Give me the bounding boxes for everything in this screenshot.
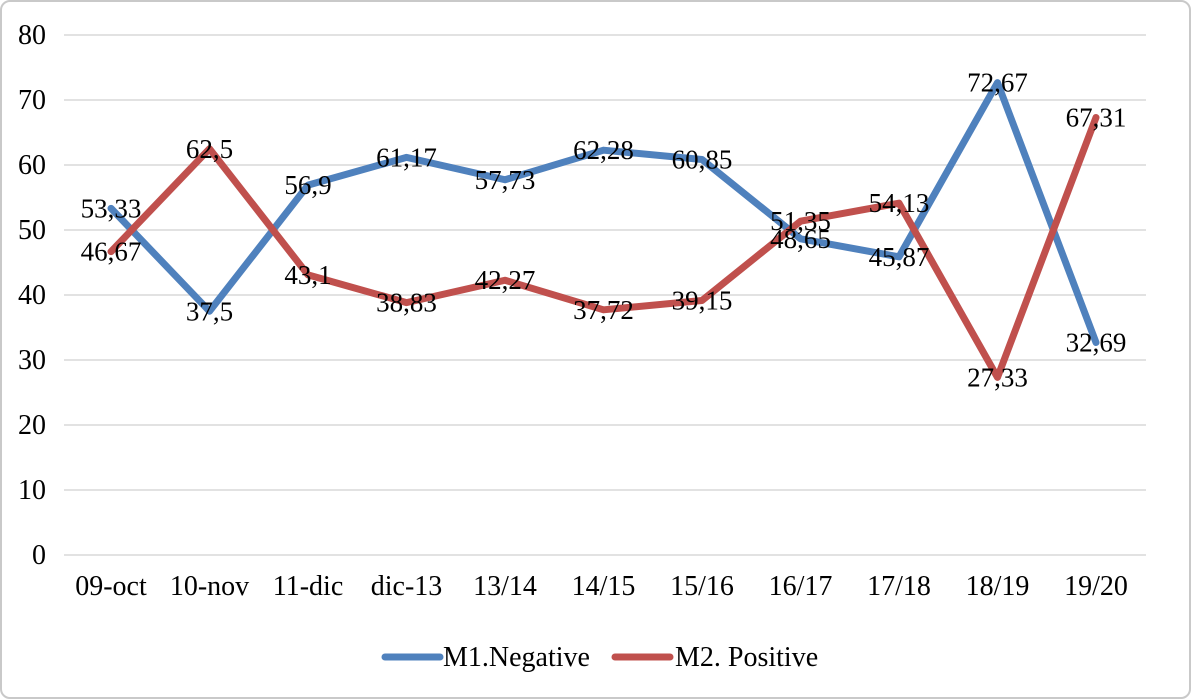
x-axis-category-label: dic-13 [371,571,443,602]
data-label-series-1: 67,31 [1066,102,1127,132]
x-axis-labels-group: 09-oct 10-nov 11-dic dic-13 13/14 14/15 15/16 1… [75,571,1128,602]
data-label-series-1: 39,15 [672,286,733,316]
x-axis-category-label: 19/20 [1064,571,1128,602]
y-axis-tick-label: 30 [18,345,46,376]
data-label-series-1: 62,5 [186,134,233,164]
data-label-series-0: 61,17 [376,142,437,172]
data-label-series-1: 42,27 [475,265,536,295]
x-axis-category-label: 14/15 [572,571,636,602]
y-axis-tick-label: 10 [18,475,46,506]
gridlines-group [64,34,1146,556]
data-label-series-0: 62,28 [573,135,634,165]
data-label-series-0: 48,65 [770,224,831,254]
data-label-series-0: 60,85 [672,144,733,174]
x-axis-category-label: 15/16 [670,571,734,602]
x-axis-category-label: 11-dic [273,571,344,602]
data-label-series-0: 37,5 [186,296,233,326]
data-label-series-1: 51,35 [770,206,831,236]
y-axis-tick-label: 70 [18,85,46,116]
data-label-series-1: 27,33 [967,362,1028,392]
x-axis-category-label: 17/18 [867,571,931,602]
data-label-series-1: 54,13 [869,188,930,218]
y-axis-tick-label: 50 [18,215,46,246]
data-label-series-0: 57,73 [475,165,536,195]
data-label-series-1: 46,67 [81,237,142,267]
y-axis-tick-label: 20 [18,410,46,441]
legend-label-m2-positive: M2. Positive [675,642,818,673]
x-axis-category-label: 13/14 [473,571,537,602]
x-axis-category-label: 16/17 [769,571,833,602]
y-axis-tick-label: 40 [18,280,46,311]
y-axis-labels-group: 0 10 20 30 40 50 60 70 80 [18,20,46,571]
data-label-series-0: 32,69 [1066,328,1127,358]
legend-label-m1-negative: M1.Negative [443,642,590,673]
x-axis-category-label: 18/19 [966,571,1030,602]
data-label-series-1: 37,72 [573,295,634,325]
chart-legend: M1.Negative M2. Positive [381,642,818,673]
series-lines-group [107,79,1100,381]
x-axis-category-label: 10-nov [170,571,249,602]
y-axis-tick-label: 80 [18,20,46,51]
data-label-series-0: 72,67 [967,68,1028,98]
data-label-series-0: 45,87 [869,242,930,272]
x-axis-category-label: 09-oct [75,571,147,602]
data-label-series-0: 53,33 [81,193,142,223]
series-line-1 [107,113,1100,381]
y-axis-tick-label: 0 [32,540,46,571]
data-labels-group: 53,33 37,5 56,9 61,17 57,73 62,28 60,85 48,65 45… [81,68,1127,393]
data-label-series-0: 56,9 [284,170,331,200]
data-label-series-1: 38,83 [376,288,437,318]
data-label-series-1: 43,1 [284,260,331,290]
y-axis-tick-label: 60 [18,150,46,181]
